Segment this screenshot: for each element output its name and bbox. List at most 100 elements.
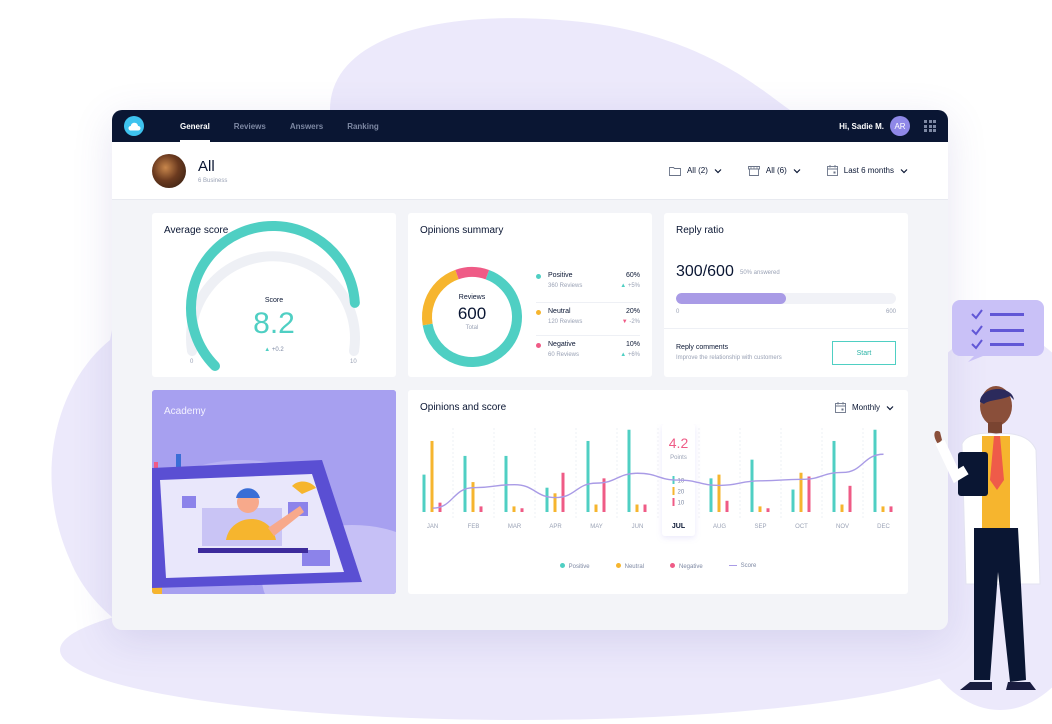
user-greeting: Hi, Sadie M. xyxy=(839,121,884,131)
chart-period-dropdown[interactable]: Monthly xyxy=(835,402,894,413)
divider xyxy=(664,328,908,329)
item-pct: 20% xyxy=(625,308,640,315)
item-delta: ▲ +6% xyxy=(620,352,640,358)
chevron-down-icon xyxy=(714,168,722,173)
bar-positive xyxy=(832,440,836,512)
bar-neutral xyxy=(471,482,475,512)
app-window: General Reviews Answers Ranking Hi, Sadi… xyxy=(112,110,948,630)
x-tick-label: MAR xyxy=(508,524,522,530)
page-header: All 6 Business All (2) All (6) Last 6 mo… xyxy=(112,142,948,200)
trend-up-icon: ▲ xyxy=(620,283,627,289)
tooltip-value: 20 xyxy=(678,490,685,496)
x-tick-label: NOV xyxy=(836,524,849,530)
x-tick-label: JAN xyxy=(427,524,438,530)
tooltip-bar xyxy=(672,498,675,506)
bar-neutral xyxy=(594,504,598,512)
tooltip-value: 10 xyxy=(678,479,685,485)
bar-negative xyxy=(766,508,770,512)
academy-card[interactable]: Academy xyxy=(152,390,396,594)
folder-filter-label: All (2) xyxy=(686,166,708,175)
bar-negative xyxy=(807,476,811,512)
x-tick-label: SEP xyxy=(754,524,766,530)
opinions-summary-title: Opinions summary xyxy=(420,225,504,236)
business-photo xyxy=(152,153,186,188)
folder-filter-dropdown[interactable]: All (2) xyxy=(669,165,722,176)
academy-illustration xyxy=(152,390,396,594)
x-tick-label: JUN xyxy=(632,524,644,530)
main-nav: General Reviews Answers Ranking xyxy=(168,110,391,142)
opinions-list: Positive 360 Reviews 60% ▲ +5% Neutral 1… xyxy=(536,271,640,368)
opinions-score-title: Opinions and score xyxy=(420,402,507,413)
page-title: All xyxy=(198,157,215,175)
bar-negative xyxy=(479,506,483,512)
tooltip-bar xyxy=(672,487,675,495)
apps-grid-icon[interactable] xyxy=(924,120,936,132)
score-label: Score xyxy=(264,297,284,304)
bar-neutral xyxy=(430,440,434,512)
tooltip-label: Points xyxy=(670,455,687,461)
bar-negative xyxy=(643,504,647,512)
donut-center-label: Reviews xyxy=(458,294,486,301)
opinions-score-card: Opinions and score Monthly JAN FEB MAR APR M… xyxy=(408,390,908,594)
user-avatar[interactable]: AR xyxy=(890,116,910,136)
start-button[interactable]: Start xyxy=(832,341,896,365)
score-line xyxy=(432,453,884,509)
donut-center-value: 600 xyxy=(457,304,487,323)
reply-ratio-note: 50% answered xyxy=(740,270,780,276)
bar-negative xyxy=(561,472,565,512)
bar-neutral xyxy=(840,504,844,512)
tab-answers[interactable]: Answers xyxy=(289,121,324,131)
chart-period-label: Monthly xyxy=(851,403,880,412)
bar-positive xyxy=(750,459,754,512)
calendar-icon xyxy=(835,402,846,413)
item-name: Negative xyxy=(548,341,576,348)
progress-max: 600 xyxy=(885,309,896,315)
page-subtitle: 6 Business xyxy=(198,177,228,184)
positive-dot-icon xyxy=(536,274,541,279)
academy-title: Academy xyxy=(164,406,206,417)
bar-neutral xyxy=(512,506,516,512)
tab-reviews[interactable]: Reviews xyxy=(233,121,266,131)
bar-positive xyxy=(545,487,549,512)
average-score-title: Average score xyxy=(164,225,229,236)
folder-icon xyxy=(669,166,681,176)
donut-slice-neutral xyxy=(422,267,522,367)
bar-neutral xyxy=(758,506,762,512)
bar-positive xyxy=(586,440,590,512)
tab-general[interactable]: General xyxy=(168,110,222,142)
reply-progress-fill xyxy=(676,293,786,304)
top-navbar: General Reviews Answers Ranking Hi, Sadi… xyxy=(112,110,948,142)
donut-center-sub: Total xyxy=(465,325,479,331)
donut-slice-negative xyxy=(422,267,522,367)
item-reviews: 360 Reviews xyxy=(548,283,583,289)
reply-progress-track xyxy=(676,293,896,304)
legend-positive: Positive xyxy=(559,563,590,570)
store-filter-dropdown[interactable]: All (6) xyxy=(747,165,801,176)
item-delta-value: -2% xyxy=(629,319,640,325)
bar-positive xyxy=(627,429,631,512)
score-value: 8.2 xyxy=(253,307,295,340)
x-tick-label: APR xyxy=(549,524,562,530)
gauge-max: 10 xyxy=(350,359,357,365)
item-pct: 10% xyxy=(625,341,640,348)
tab-ranking[interactable]: Ranking xyxy=(347,121,379,131)
item-pct: 60% xyxy=(625,272,640,279)
period-filter-dropdown[interactable]: Last 6 months xyxy=(826,165,908,176)
reply-ratio-title: Reply ratio xyxy=(676,225,724,236)
x-tick-label: OCT xyxy=(795,524,808,530)
bar-positive xyxy=(709,478,713,512)
bar-negative xyxy=(602,478,606,512)
reply-comments-title: Reply comments xyxy=(676,344,729,351)
score-gauge xyxy=(186,221,360,371)
bar-positive xyxy=(463,455,467,512)
reply-comments-sub: Improve the relationship with customers xyxy=(676,355,782,361)
cloud-logo-icon[interactable] xyxy=(124,116,144,136)
opinions-summary-card: Opinions summary Reviews 600 Total Posit… xyxy=(408,213,652,377)
bar-neutral xyxy=(635,504,639,512)
average-score-card: Average score Score 8.2 ▲ +0.2 0 10 xyxy=(152,213,396,377)
bar-negative xyxy=(889,506,893,512)
item-delta-value: +5% xyxy=(627,283,640,289)
trend-up-icon: ▲ xyxy=(264,347,271,353)
bar-positive xyxy=(873,429,877,512)
store-icon xyxy=(747,165,760,176)
